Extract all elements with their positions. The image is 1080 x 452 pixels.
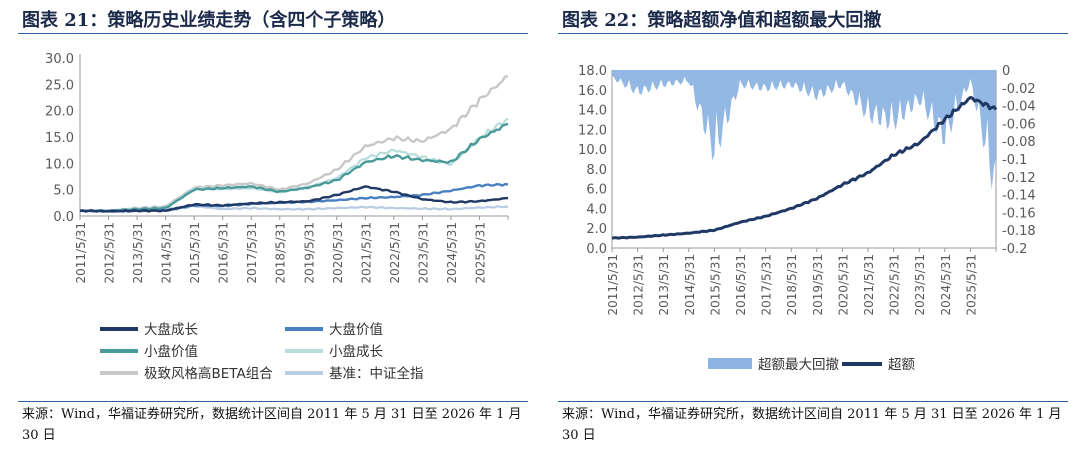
left-legend-label: 小盘成长 xyxy=(329,343,383,360)
right-x-tick-label: 2019/5/31 xyxy=(811,254,825,316)
left-y-tick-label: 5.0 xyxy=(53,184,74,199)
right-left-y-tick-label: 8.0 xyxy=(586,163,607,178)
left-x-tick-label: 2013/5/31 xyxy=(131,222,145,284)
right-right-y-tick-label: -0.1 xyxy=(1002,153,1027,168)
left-series-line xyxy=(79,122,509,213)
right-right-y-tick-label: -0.12 xyxy=(1002,171,1036,186)
left-y-tick-label: 0.0 xyxy=(53,210,74,225)
right-x-tick-label: 2022/5/31 xyxy=(888,254,902,316)
left-y-tick-label: 25.0 xyxy=(45,78,74,93)
right-right-y-tick-label: -0.2 xyxy=(1002,242,1027,257)
left-legend-label: 大盘价值 xyxy=(329,321,383,338)
right-x-tick-label: 2017/5/31 xyxy=(760,254,774,316)
right-right-y-tick-label: -0.08 xyxy=(1002,135,1036,150)
left-chart-panel: 图表 21：策略历史业绩走势（含四个子策略） 0.0 5.0 10.0 15.0 20.… xyxy=(18,10,528,443)
right-drawdown-area xyxy=(612,70,996,190)
right-left-y-tick-label: 14.0 xyxy=(578,104,607,119)
right-combo-chart: 0.0 2.0 4.0 6.0 8.0 10.0 12.0 14.0 16.0 18.0 0 -0.0… xyxy=(578,64,1036,373)
right-left-y-tick-label: 6.0 xyxy=(586,183,607,198)
right-x-tick-label: 2012/5/31 xyxy=(632,254,646,316)
left-x-tick-label: 2025/5/31 xyxy=(473,222,487,284)
left-x-tick-label: 2014/5/31 xyxy=(160,222,174,284)
left-title-rule xyxy=(18,33,528,34)
right-x-tick-label: 2023/5/31 xyxy=(913,254,927,316)
right-right-y-tick-label: -0.16 xyxy=(1002,206,1036,221)
left-source-note: 来源：Wind，华福证券研究所，数据统计区间自 2011 年 5 月 31 日至… xyxy=(22,407,522,443)
left-x-tick-label: 2022/5/31 xyxy=(388,222,402,284)
left-y-tick-label: 15.0 xyxy=(45,131,74,146)
right-chart-panel: 图表 22：策略超额净值和超额最大回撤 0.0 2.0 4.0 6.0 8.0 10.0 1… xyxy=(540,0,1080,452)
right-x-tick-label: 2020/5/31 xyxy=(836,254,850,316)
left-legend-label: 大盘成长 xyxy=(144,321,198,338)
left-y-tick-label: 10.0 xyxy=(45,157,74,172)
left-x-tick-label: 2012/5/31 xyxy=(103,222,117,284)
left-y-tick-label: 20.0 xyxy=(45,105,74,120)
left-legend-label: 基准：中证全指 xyxy=(329,365,424,382)
right-left-y-tick-label: 18.0 xyxy=(578,64,607,79)
right-left-y-tick-label: 12.0 xyxy=(578,123,607,138)
right-x-tick-label: 2013/5/31 xyxy=(657,254,671,316)
right-left-y-tick-label: 0.0 xyxy=(586,242,607,257)
right-x-tick-label: 2018/5/31 xyxy=(785,254,799,316)
right-right-y-tick-label: -0.14 xyxy=(1002,189,1036,204)
left-x-tick-label: 2018/5/31 xyxy=(274,222,288,284)
right-right-y-tick-label: 0 xyxy=(1002,64,1010,79)
right-left-y-tick-label: 10.0 xyxy=(578,143,607,158)
left-series-line xyxy=(79,185,509,213)
right-right-y-tick-label: -0.02 xyxy=(1002,82,1036,97)
right-x-tick-label: 2024/5/31 xyxy=(939,254,953,316)
right-legend-label-drawdown: 超额最大回撤 xyxy=(758,357,839,373)
right-source-note: 来源：Wind，华福证券研究所，数据统计区间自 2011 年 5 月 31 日至… xyxy=(562,407,1062,443)
right-legend-swatch-drawdown xyxy=(708,358,752,369)
right-x-tick-label: 2015/5/31 xyxy=(708,254,722,316)
left-x-tick-label: 2023/5/31 xyxy=(416,222,430,284)
left-chart-title: 图表 21：策略历史业绩走势（含四个子策略） xyxy=(22,10,396,31)
right-x-tick-label: 2016/5/31 xyxy=(734,254,748,316)
right-right-y-tick-label: -0.18 xyxy=(1002,224,1036,239)
left-x-tick-label: 2017/5/31 xyxy=(245,222,259,284)
right-left-y-tick-label: 16.0 xyxy=(578,84,607,99)
left-x-tick-label: 2016/5/31 xyxy=(217,222,231,284)
right-right-y-tick-label: -0.06 xyxy=(1002,117,1036,132)
right-x-tick-label: 2025/5/31 xyxy=(964,254,978,316)
left-legend-label: 极致风格高BETA组合 xyxy=(144,365,273,382)
left-x-tick-label: 2015/5/31 xyxy=(188,222,202,284)
right-source-rule xyxy=(558,401,1068,402)
right-chart-title: 图表 22：策略超额净值和超额最大回撤 xyxy=(562,10,882,31)
left-x-tick-label: 2011/5/31 xyxy=(74,222,88,284)
right-left-y-tick-label: 2.0 xyxy=(586,222,607,237)
left-y-tick-label: 30.0 xyxy=(45,52,74,67)
right-left-y-tick-label: 4.0 xyxy=(586,202,607,217)
left-x-tick-label: 2019/5/31 xyxy=(302,222,316,284)
right-x-tick-label: 2014/5/31 xyxy=(683,254,697,316)
left-x-tick-label: 2024/5/31 xyxy=(445,222,459,284)
left-line-chart: 0.0 5.0 10.0 15.0 20.0 25.0 30.0 2011/5/31 2012/… xyxy=(45,52,509,382)
left-x-tick-label: 2021/5/31 xyxy=(359,222,373,284)
left-x-tick-label: 2020/5/31 xyxy=(331,222,345,284)
right-title-rule xyxy=(558,33,1068,34)
right-right-y-tick-label: -0.04 xyxy=(1002,100,1036,115)
left-source-rule xyxy=(18,401,528,402)
right-x-tick-label: 2021/5/31 xyxy=(862,254,876,316)
right-excess-line xyxy=(611,96,998,240)
right-x-tick-label: 2011/5/31 xyxy=(606,254,620,316)
right-legend-label-excess: 超额 xyxy=(888,357,916,373)
left-legend-label: 小盘价值 xyxy=(144,343,198,360)
